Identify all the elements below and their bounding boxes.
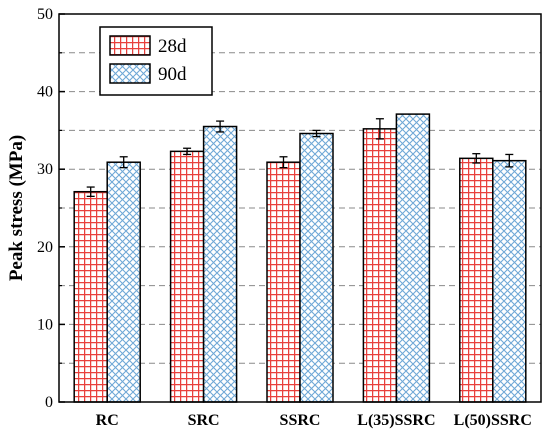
legend-swatch-28d (109, 35, 151, 56)
y-axis-title: Peak stress (MPa) (6, 135, 27, 281)
bar-28d-L(50)SSRC (459, 157, 494, 403)
y-tick-label: 20 (37, 239, 53, 256)
x-tick-label: L(35)SSRC (357, 412, 435, 429)
y-tick-label: 40 (37, 84, 53, 101)
legend-label-90d: 90d (158, 64, 187, 85)
bar-90d-SRC (202, 125, 238, 403)
x-axis: RC SRC SSRC L(35)SSRC L(50)SSRC (96, 396, 532, 429)
y-tick-label: 30 (37, 161, 53, 178)
legend-swatch-90d (109, 63, 151, 84)
bar-90d-L(35)SSRC (395, 113, 431, 403)
x-tick-label: SSRC (280, 412, 321, 429)
bar-28d-L(35)SSRC (362, 128, 398, 403)
x-tick-label: RC (96, 412, 119, 429)
bar-90d-SSRC (299, 132, 334, 403)
y-tick-label: 0 (45, 394, 53, 411)
bar-28d-SSRC (266, 161, 301, 403)
bar-90d-RC (106, 161, 141, 403)
bar-28d-SRC (169, 150, 205, 403)
y-tick-label: 50 (37, 6, 53, 23)
y-axis: 0 10 20 30 40 50 (37, 6, 65, 411)
error-bars-group (86, 118, 514, 198)
legend: 28d 90d (99, 26, 213, 96)
bars-group (73, 113, 527, 403)
y-tick-label: 10 (37, 316, 53, 333)
bar-90d-L(50)SSRC (492, 159, 527, 403)
bar-28d-RC (73, 190, 108, 403)
x-tick-label: L(50)SSRC (454, 412, 532, 429)
legend-label-28d: 28d (158, 36, 187, 57)
x-tick-label: SRC (188, 412, 220, 429)
